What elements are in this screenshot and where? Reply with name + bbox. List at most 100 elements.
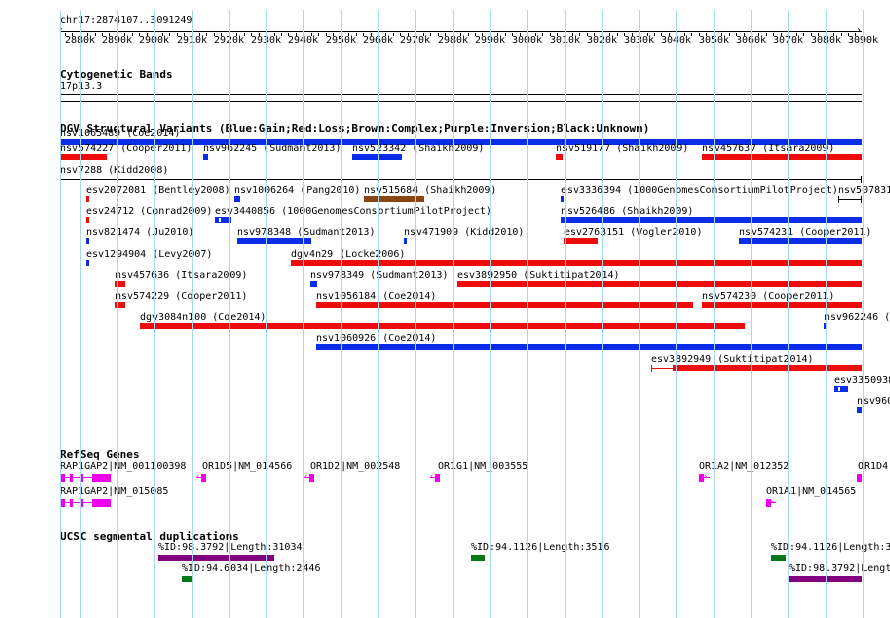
variant-label[interactable]: dgv4n29 (Locke2006) xyxy=(291,249,406,260)
variant-bar[interactable] xyxy=(561,196,564,202)
variant-label[interactable]: dgv3084n100 (Coe2014) xyxy=(140,312,267,323)
variant-label[interactable]: nsv821474 (Ju2010) xyxy=(86,227,195,238)
variant-label[interactable]: nsv960 xyxy=(857,396,890,407)
variant-label[interactable]: nsv507831 xyxy=(838,185,890,196)
gene-exon[interactable] xyxy=(60,474,65,482)
variant-bar[interactable] xyxy=(115,281,125,287)
gene-exon[interactable] xyxy=(92,474,111,482)
variant-label[interactable]: esv3892950 (Suktitipat2014) xyxy=(457,270,620,281)
gene-label[interactable]: OR1G1|NM_003555 xyxy=(438,461,529,472)
variant-bar[interactable] xyxy=(115,302,125,308)
gene-label[interactable]: RAP1GAP2|NM_001100398 xyxy=(60,461,187,472)
variant-label[interactable]: nsv1006264 (Pang2010) xyxy=(234,185,361,196)
variant-bar[interactable] xyxy=(86,260,89,266)
segdup-bar[interactable] xyxy=(789,576,862,582)
variant-label[interactable]: esv3336394 (1000GenomesConsortiumPilotPr… xyxy=(561,185,838,196)
variant-label[interactable]: nsv962246 ( xyxy=(824,312,890,323)
variant-bar[interactable] xyxy=(739,238,862,244)
segdup-bar[interactable] xyxy=(771,555,786,561)
variant-bar[interactable] xyxy=(404,238,407,244)
variant-label[interactable]: esv3350938 xyxy=(834,375,890,386)
gene-exon[interactable] xyxy=(60,499,65,507)
variant-bar[interactable] xyxy=(86,217,89,223)
gene-label[interactable]: OR1A1|NM_014565 xyxy=(766,486,857,497)
segdup-label[interactable]: %ID:94.1126|Length:3516 xyxy=(471,542,610,553)
gene-exon[interactable] xyxy=(857,474,862,482)
variant-label[interactable]: nsv457636 (Itsara2009) xyxy=(115,270,248,281)
variant-bar[interactable] xyxy=(364,196,424,202)
variant-label[interactable]: nsv1060926 (Coe2014) xyxy=(316,333,437,344)
variant-bar[interactable] xyxy=(702,302,862,308)
variant-bar[interactable] xyxy=(291,260,862,266)
variant-bar[interactable] xyxy=(561,217,862,223)
gene-exon[interactable] xyxy=(70,474,73,482)
variant-bar[interactable] xyxy=(203,154,208,160)
variant-bar[interactable] xyxy=(834,386,848,392)
variant-label[interactable]: nsv515684 (Shaikh2009) xyxy=(364,185,497,196)
variant-bar[interactable] xyxy=(234,196,240,202)
gene-label[interactable]: OR1D4 xyxy=(858,461,889,472)
variant-label[interactable]: nsv457637 (Itsara2009) xyxy=(702,143,835,154)
variant-bar[interactable] xyxy=(824,323,827,329)
variant-bar[interactable] xyxy=(60,154,107,160)
variant-label[interactable]: esv1294904 (Levy2007) xyxy=(86,249,213,260)
variant-bar[interactable] xyxy=(838,199,862,200)
gene-exon[interactable] xyxy=(80,499,83,507)
variant-label[interactable]: nsv1065489 (Coe2014) xyxy=(60,128,181,139)
variant-label[interactable]: nsv519177 (Shaikh2009) xyxy=(556,143,689,154)
gene-exon[interactable] xyxy=(699,474,704,482)
segdup-bar[interactable] xyxy=(471,555,485,561)
variant-bar[interactable] xyxy=(457,281,862,287)
variant-label[interactable]: nsv574230 (Cooper2011) xyxy=(702,291,835,302)
variant-bar[interactable] xyxy=(556,154,563,160)
variant-label[interactable]: nsv574227 (Cooper2011) xyxy=(60,143,193,154)
gene-label[interactable]: OR1D2|NM_002548 xyxy=(310,461,401,472)
gene-exon[interactable] xyxy=(309,474,314,482)
variant-bar[interactable] xyxy=(310,281,317,287)
gene-exon[interactable] xyxy=(435,474,440,482)
variant-bar[interactable] xyxy=(352,154,402,160)
variant-bar[interactable] xyxy=(316,302,693,308)
variant-label[interactable]: nsv523342 (Shaikh2009) xyxy=(352,143,485,154)
gene-label[interactable]: OR1D5|NM_014566 xyxy=(202,461,293,472)
variant-bar[interactable] xyxy=(673,365,862,371)
variant-bar[interactable] xyxy=(215,217,231,223)
gene-label[interactable]: OR1A2|NM_012352 xyxy=(699,461,790,472)
segdup-bar[interactable] xyxy=(158,555,274,561)
gene-exon[interactable] xyxy=(92,499,111,507)
variant-label[interactable]: esv3892949 (Suktitipat2014) xyxy=(651,354,814,365)
gene-exon[interactable] xyxy=(80,474,83,482)
variant-bar[interactable] xyxy=(237,238,311,244)
variant-bar[interactable] xyxy=(316,344,862,350)
segdup-label[interactable]: %ID:94.6034|Length:2446 xyxy=(182,563,321,574)
variant-bar[interactable] xyxy=(702,154,862,160)
segdup-bar[interactable] xyxy=(182,576,192,582)
variant-label[interactable]: nsv1056184 (Coe2014) xyxy=(316,291,437,302)
gene-label[interactable]: RAP1GAP2|NM_015085 xyxy=(60,486,169,497)
variant-bar[interactable] xyxy=(60,179,862,180)
variant-label[interactable]: nsv962245 (Sudmant2013) xyxy=(203,143,342,154)
variant-label[interactable]: nsv978349 (Sudmant2013) xyxy=(310,270,449,281)
gene-exon[interactable] xyxy=(70,499,73,507)
variant-label[interactable]: esv2763151 (Vogler2010) xyxy=(564,227,703,238)
segdup-label[interactable]: %ID:98.3792|Length:31034 xyxy=(158,542,303,553)
variant-label[interactable]: esv2072081 (Bentley2008) xyxy=(86,185,231,196)
variant-label[interactable]: nsv978348 (Sudmant2013) xyxy=(237,227,376,238)
gene-exon[interactable] xyxy=(766,499,771,507)
variant-label[interactable]: esv24712 (Conrad2009) xyxy=(86,206,213,217)
variant-label[interactable]: nsv471909 (Kidd2010) xyxy=(404,227,525,238)
variant-label[interactable]: nsv7288 (Kidd2008) xyxy=(60,165,169,176)
segdup-label[interactable]: %ID:98.3792|Lengt xyxy=(789,563,890,574)
variant-bar[interactable] xyxy=(857,407,862,413)
variant-label[interactable]: esv3440856 (1000GenomesConsortiumPilotPr… xyxy=(215,206,492,217)
variant-label[interactable]: nsv526486 (Shaikh2009) xyxy=(561,206,694,217)
variant-bar[interactable] xyxy=(86,196,89,202)
variant-bar[interactable] xyxy=(86,238,89,244)
gene-exon[interactable] xyxy=(201,474,206,482)
segdup-label[interactable]: %ID:94.1126|Length:3 xyxy=(771,542,890,553)
variant-bar[interactable] xyxy=(60,139,862,145)
variant-bar[interactable] xyxy=(140,323,745,329)
variant-bar[interactable] xyxy=(564,238,598,244)
variant-label[interactable]: nsv574231 (Cooper2011) xyxy=(739,227,872,238)
